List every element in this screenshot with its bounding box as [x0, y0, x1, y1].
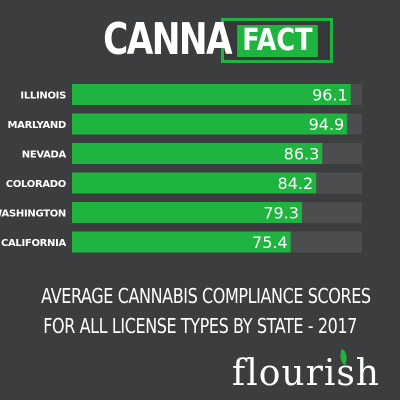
category-label-nevada: NEVADA [22, 150, 67, 161]
bar-california [72, 231, 291, 253]
brand-badge-fact: FACT [220, 17, 334, 63]
chart-caption-line-2: FOR ALL LICENSE TYPES BY STATE - 2017 [0, 316, 400, 336]
value-label-marlyand: 94.9 [309, 115, 345, 134]
header: CANNA FACT [0, 10, 400, 70]
value-label-washington: 79.3 [263, 204, 299, 223]
category-label-marlyand: MARLYAND [8, 120, 67, 131]
bar-nevada [72, 143, 323, 164]
chart-caption-line-1: AVERAGE CANNABIS COMPLIANCE SCORES [0, 286, 400, 306]
bar-illinois [72, 84, 351, 105]
bar-washington [72, 202, 302, 223]
category-label-california: CALIFORNIA [1, 238, 67, 249]
bar-marlyand [72, 113, 348, 135]
value-label-nevada: 86.3 [284, 145, 320, 164]
value-label-colorado: 84.2 [278, 174, 314, 193]
caption-line-2-text: FOR ALL LICENSE TYPES BY STATE - 2017 [43, 314, 357, 338]
category-label-colorado: COLORADO [6, 179, 66, 190]
brand-word-fact: FACT [236, 24, 318, 57]
flourish-logo: flourish [231, 353, 380, 394]
brand-word-canna: CANNA [102, 14, 233, 65]
category-label-washington: WASHINGTON [0, 209, 66, 220]
category-label-illinois: ILLINOIS [20, 91, 66, 102]
value-label-california: 75.4 [252, 233, 288, 252]
value-label-illinois: 96.1 [312, 86, 348, 105]
bar-colorado [72, 172, 317, 194]
caption-line-1-text: AVERAGE CANNABIS COMPLIANCE SCORES [41, 284, 371, 308]
